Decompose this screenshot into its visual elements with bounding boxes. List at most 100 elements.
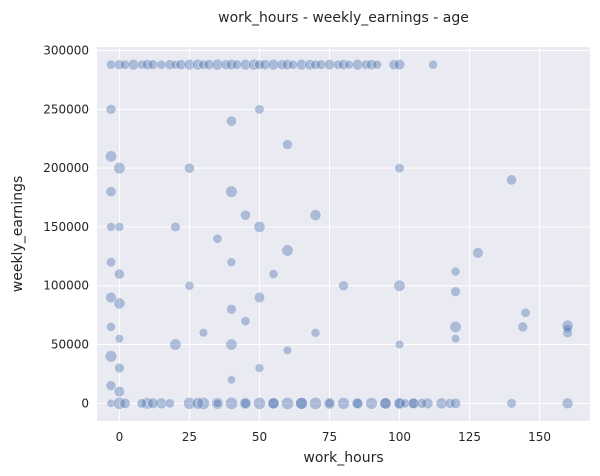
data-point [156,59,167,70]
data-point [332,59,343,70]
data-point [282,345,293,356]
data-point [428,59,439,70]
data-point [408,397,419,409]
data-point [295,397,308,410]
data-point [239,58,252,71]
data-point [444,398,456,409]
data-point [282,139,293,150]
data-point [224,396,238,410]
data-point [254,104,265,115]
data-point [310,327,321,338]
data-point [288,59,299,70]
data-point [248,58,260,71]
data-point [324,398,335,409]
data-point [113,297,126,310]
data-point [105,186,117,198]
data-point [253,221,266,233]
data-point [309,209,322,222]
data-point [114,362,125,374]
y-tick-label: 300000 [43,44,89,58]
data-point [106,59,116,70]
data-point [212,233,223,244]
x-tick-label: 25 [182,430,197,444]
data-point [450,286,461,297]
data-point [315,59,327,70]
y-tick-label: 50000 [51,338,89,352]
data-point [105,257,117,268]
data-point [561,319,574,332]
data-point [449,320,462,333]
data-point [203,59,215,71]
data-point [393,58,406,71]
data-point [198,59,209,70]
data-point [114,334,125,344]
data-point [105,291,117,304]
data-point [450,397,462,409]
data-point [183,397,196,410]
data-point [394,163,405,174]
data-point [170,221,181,233]
data-point [226,257,237,268]
data-point [225,115,237,127]
data-point [253,291,266,304]
data-point [304,59,316,71]
data-point [309,396,322,410]
data-point [450,334,461,344]
data-point [372,59,382,70]
data-point [106,321,116,332]
data-point [105,104,117,115]
data-point [104,350,118,363]
data-point [267,397,280,410]
data-point [155,397,168,410]
data-point [119,397,131,409]
data-point [240,397,251,409]
data-point [323,397,336,410]
data-point [147,59,159,70]
data-point [520,307,531,318]
data-point [254,363,265,373]
data-point [170,59,181,70]
data-point [394,339,405,350]
x-tick-label: 150 [528,430,551,444]
data-point [183,58,196,71]
data-point [225,338,238,351]
data-point [192,58,204,71]
data-point [379,397,392,410]
chart-title: work_hours - weekly_earnings - age [218,10,469,26]
y-axis-label: weekly_earnings [10,176,26,292]
data-point [239,397,252,410]
data-point [400,398,411,409]
data-point [114,59,125,70]
data-point [407,397,420,410]
data-point [225,59,238,71]
data-point [259,59,271,71]
data-point [267,58,280,71]
x-axis-label: work_hours [303,450,383,466]
data-point [344,59,354,70]
data-point [416,398,428,409]
data-point [141,59,153,71]
data-point [338,59,349,71]
data-point [268,269,279,279]
data-point [164,398,175,409]
data-point [231,59,243,70]
data-point [253,397,266,410]
data-point [226,304,237,315]
data-point [267,397,280,410]
data-point [472,247,484,259]
data-point [351,397,364,410]
data-point [175,59,187,71]
data-point [351,58,364,71]
data-point [147,397,159,410]
data-point [281,59,294,71]
data-point [184,280,195,291]
data-point [106,398,116,408]
data-point [240,209,251,221]
data-point [323,59,336,71]
data-point [295,58,308,71]
data-point [310,59,321,70]
x-tick-label: 100 [388,430,411,444]
data-point [211,58,224,71]
x-tick-label: 50 [252,430,267,444]
